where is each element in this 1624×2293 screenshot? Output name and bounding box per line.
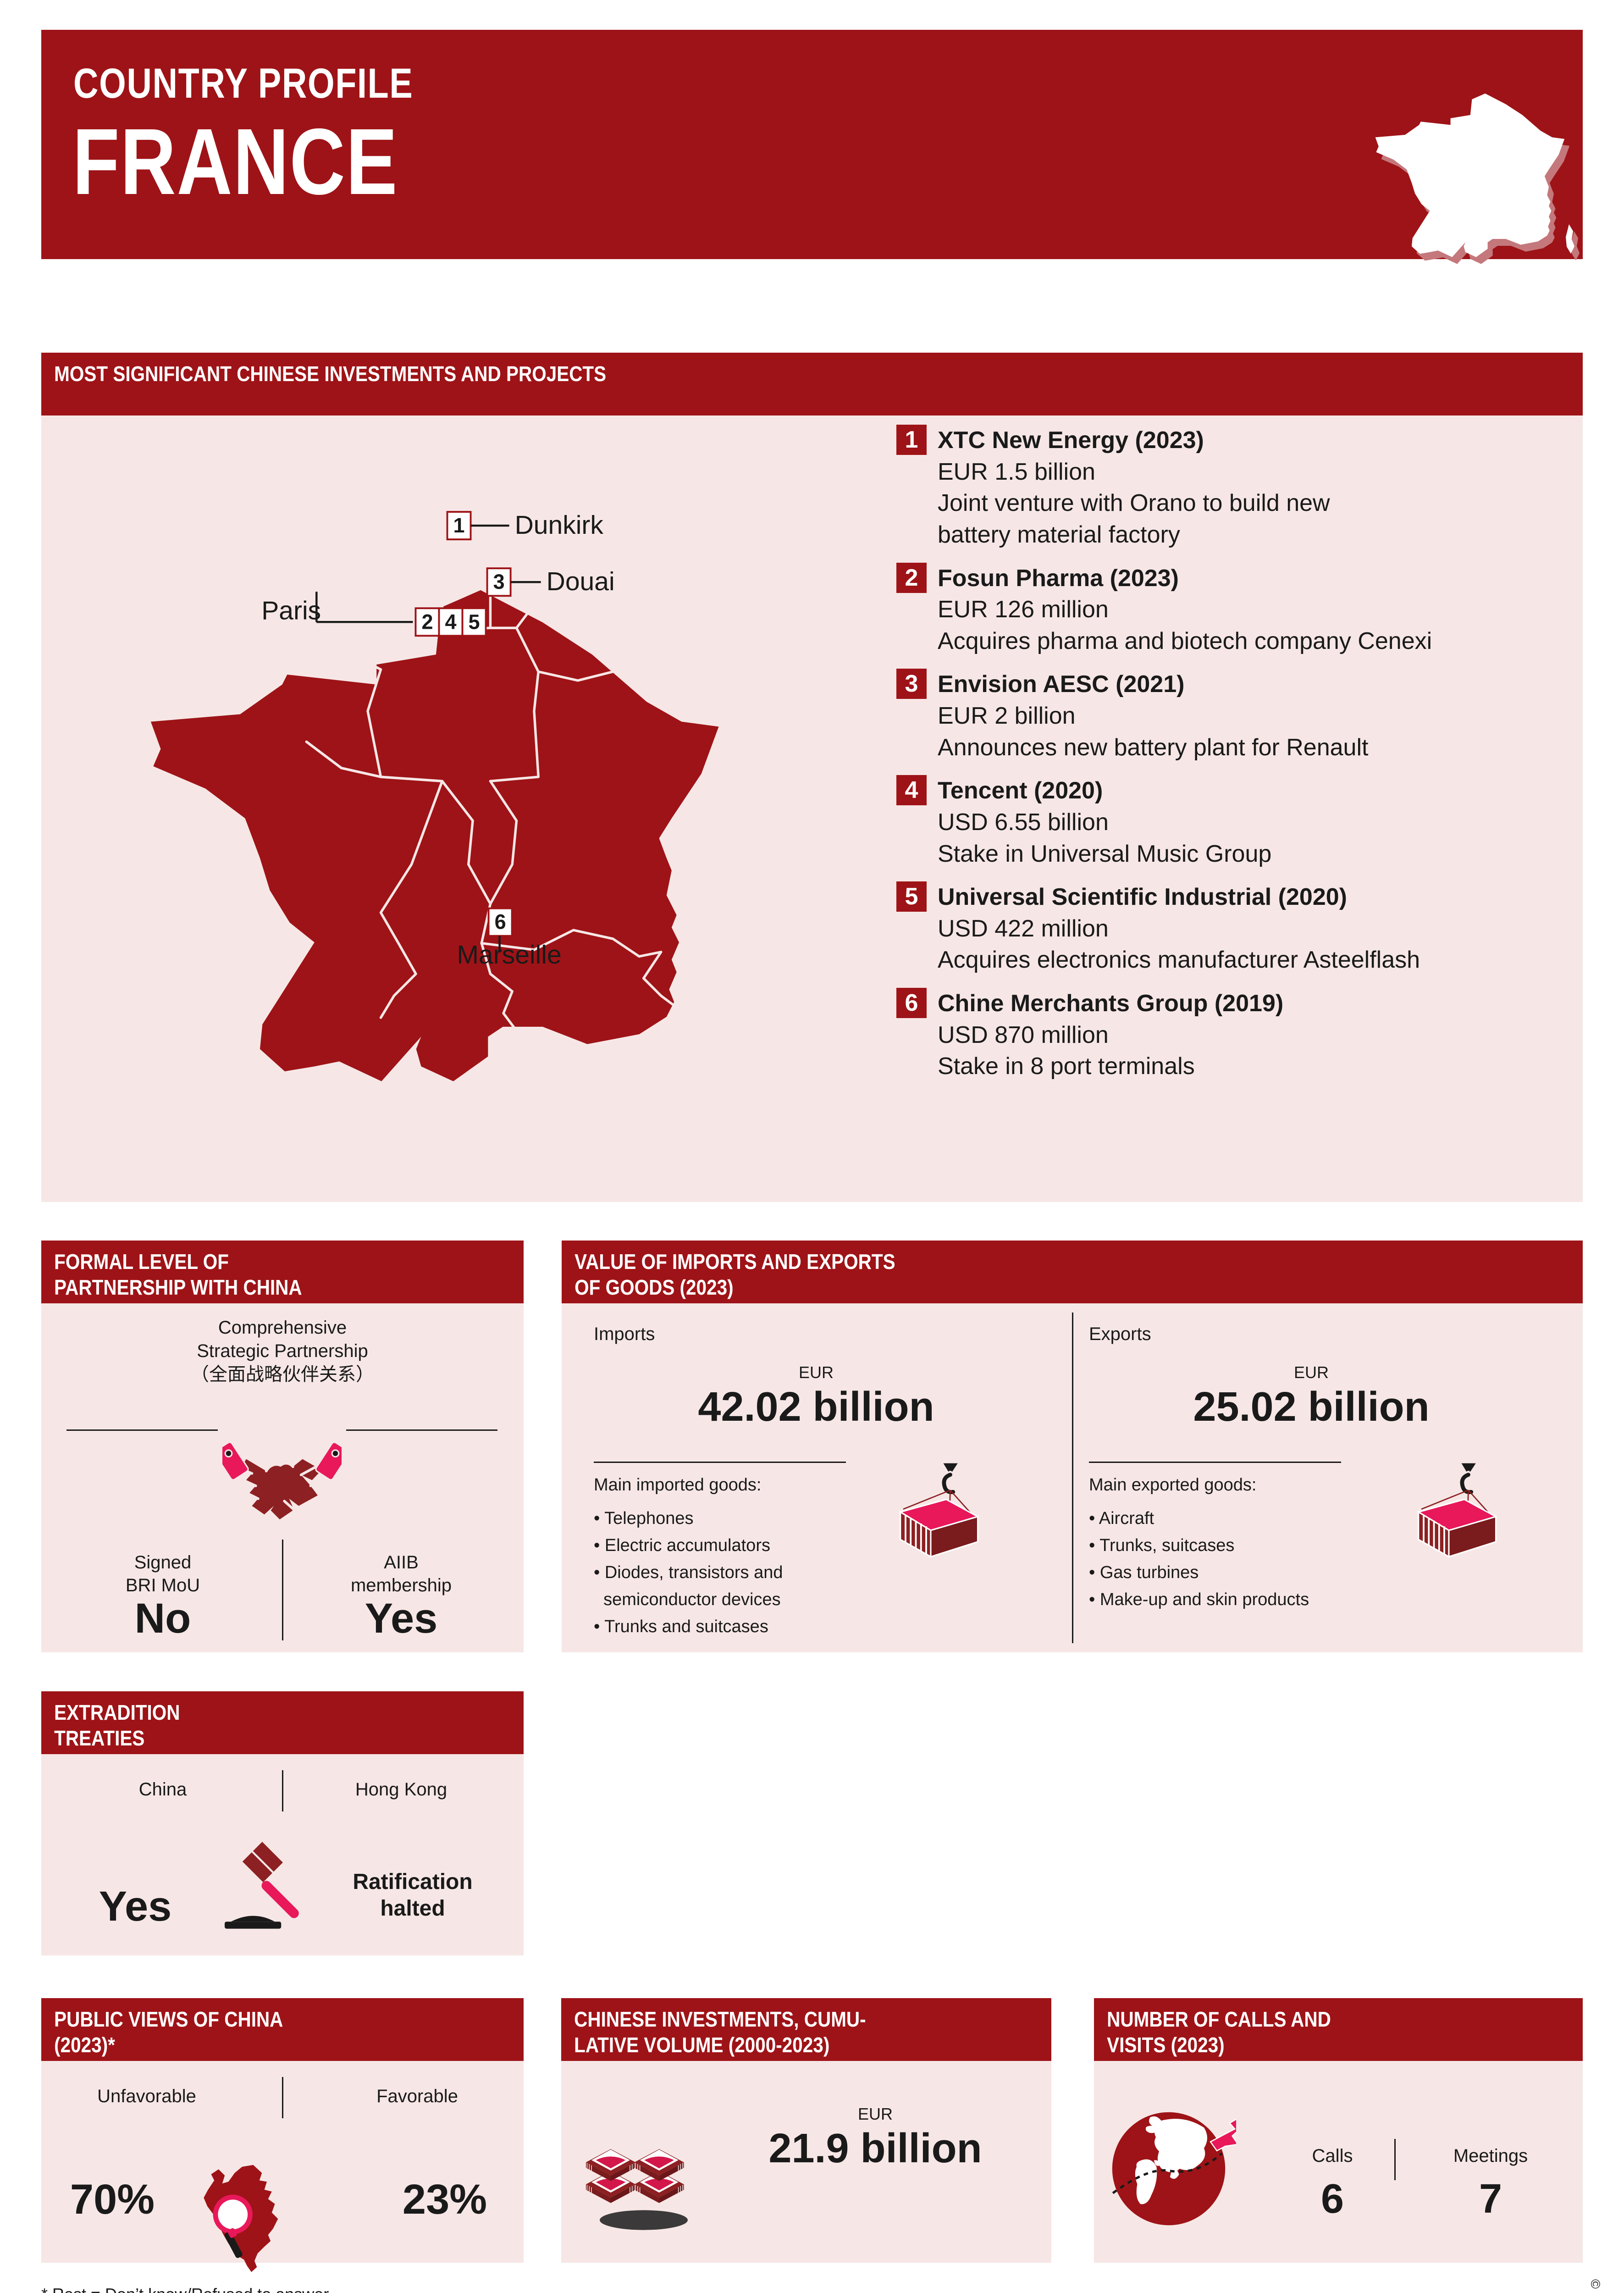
svg-text:4: 4 (445, 610, 456, 633)
svg-text:3: 3 (493, 570, 505, 593)
svg-text:Dunkirk: Dunkirk (515, 510, 604, 540)
svg-text:6: 6 (495, 910, 506, 934)
svg-text:1: 1 (453, 514, 465, 537)
svg-text:2: 2 (421, 610, 433, 633)
svg-text:Douai: Douai (547, 567, 615, 596)
svg-text:Paris: Paris (261, 596, 321, 625)
svg-text:Marseille: Marseille (457, 940, 562, 969)
svg-text:5: 5 (469, 610, 480, 633)
